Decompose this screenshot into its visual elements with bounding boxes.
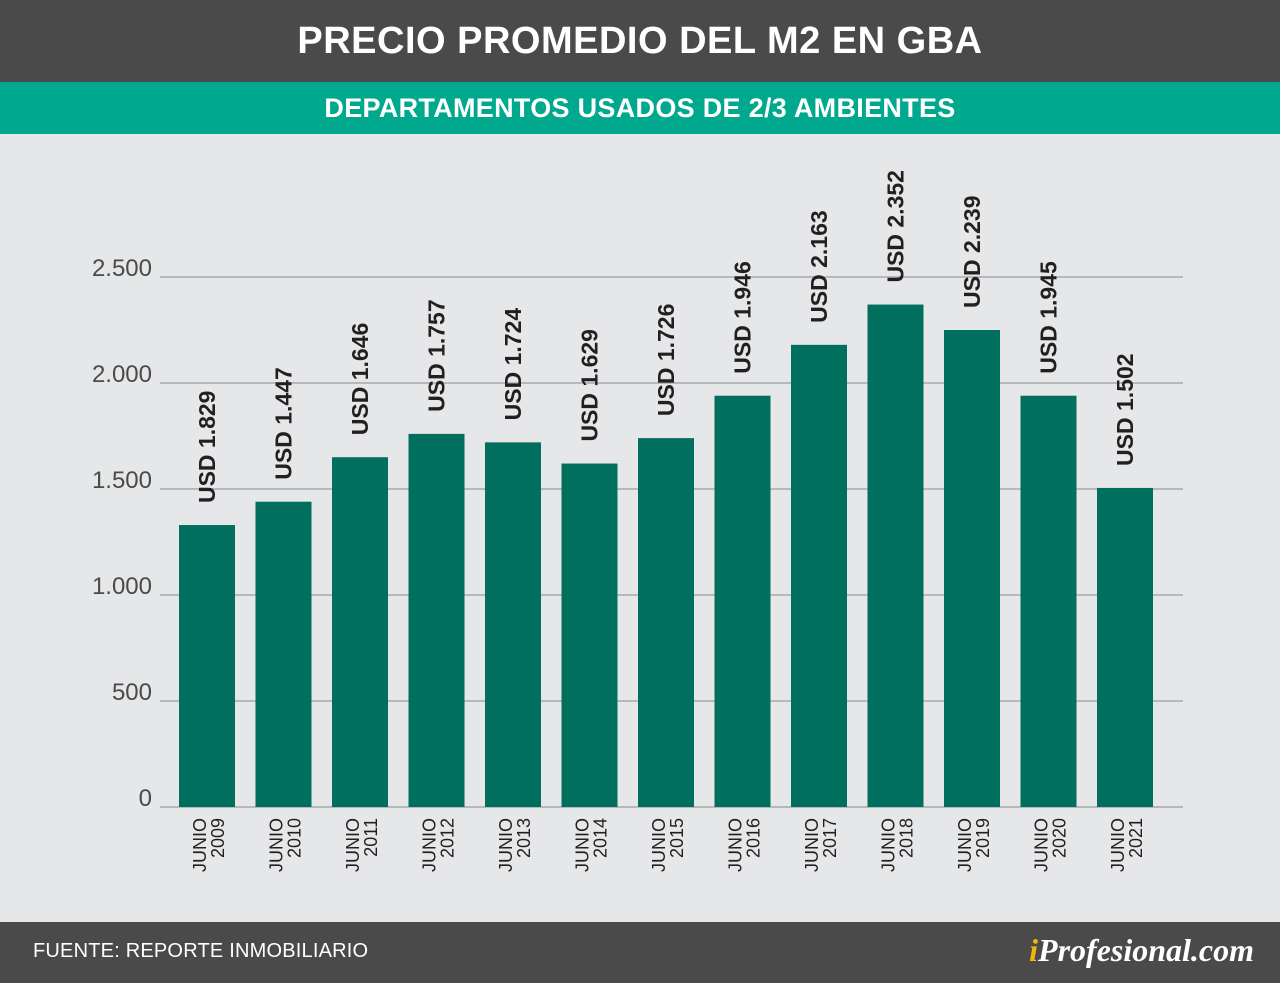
bar	[714, 395, 771, 807]
data-label: USD 2.352	[883, 170, 909, 283]
data-label: USD 1.646	[347, 323, 373, 436]
bar	[561, 463, 618, 807]
bar	[1020, 395, 1077, 807]
x-tick-label-year: 2018	[897, 818, 917, 858]
x-tick-label-year: 2013	[514, 818, 534, 858]
bar	[408, 433, 465, 807]
y-tick-label: 2.000	[92, 361, 152, 388]
x-tick-label-month: JUNIO	[726, 818, 746, 872]
bar	[255, 501, 312, 807]
bar	[944, 330, 1000, 807]
x-tick-label-month: JUNIO	[496, 818, 516, 872]
bar	[638, 438, 694, 807]
x-tick-label-month: JUNIO	[1032, 818, 1052, 872]
x-tick-label-month: JUNIO	[190, 818, 210, 872]
x-tick-label-month: JUNIO	[1108, 818, 1128, 872]
x-tick-label-year: 2009	[208, 818, 228, 858]
data-label: USD 2.163	[806, 210, 832, 323]
y-tick-label: 0	[139, 785, 152, 812]
bar	[791, 344, 847, 807]
data-label: USD 1.502	[1112, 353, 1138, 466]
x-tick-label-month: JUNIO	[879, 818, 899, 872]
data-label: USD 1.946	[730, 261, 756, 374]
x-tick-label-year: 2015	[667, 818, 687, 858]
x-tick-label-year: 2010	[285, 818, 305, 858]
data-label: USD 2.239	[959, 195, 985, 308]
x-tick-label-year: 2017	[820, 818, 840, 858]
x-tick-label-year: 2021	[1126, 818, 1146, 858]
source-note: FUENTE: REPORTE INMOBILIARIO	[33, 940, 369, 962]
data-label: USD 1.726	[653, 304, 679, 417]
data-label: USD 1.724	[500, 308, 526, 421]
x-tick-label-month: JUNIO	[420, 818, 440, 872]
x-tick-label-month: JUNIO	[802, 818, 822, 872]
y-tick-label: 1.500	[92, 467, 152, 494]
data-label: USD 1.629	[577, 329, 603, 442]
x-tick-label-year: 2011	[361, 818, 381, 857]
logo-i-mark: i	[1029, 932, 1039, 968]
bar	[332, 457, 388, 807]
x-tick-label-year: 2016	[744, 818, 764, 858]
y-tick-label: 2.500	[92, 255, 152, 282]
bar	[867, 304, 924, 807]
x-tick-label-month: JUNIO	[573, 818, 593, 872]
brand-logo: iProfesional.com	[1029, 932, 1254, 969]
data-label: USD 1.757	[424, 299, 450, 412]
x-tick-label-year: 2020	[1050, 818, 1070, 858]
footer: FUENTE: REPORTE INMOBILIARIO iProfesiona…	[0, 922, 1280, 983]
chart-subtitle: DEPARTAMENTOS USADOS DE 2/3 AMBIENTES	[0, 82, 1280, 134]
x-tick-label-month: JUNIO	[343, 818, 363, 872]
logo-wordmark: Profesional.com	[1038, 932, 1254, 968]
data-label: USD 1.945	[1036, 261, 1062, 374]
bar	[179, 525, 235, 807]
data-label: USD 1.447	[271, 367, 297, 480]
bar	[485, 442, 541, 807]
y-tick-label: 1.000	[92, 573, 152, 600]
x-tick-label-year: 2012	[438, 818, 458, 858]
x-tick-label-month: JUNIO	[267, 818, 287, 872]
x-tick-label-year: 2019	[973, 818, 993, 858]
x-tick-label-month: JUNIO	[649, 818, 669, 872]
x-tick-label-month: JUNIO	[955, 818, 975, 872]
x-tick-label-year: 2014	[591, 818, 611, 858]
data-label: USD 1.829	[194, 391, 220, 504]
chart-title: PRECIO PROMEDIO DEL M2 EN GBA	[0, 0, 1280, 82]
y-tick-label: 500	[112, 679, 152, 706]
bar	[1097, 487, 1153, 807]
